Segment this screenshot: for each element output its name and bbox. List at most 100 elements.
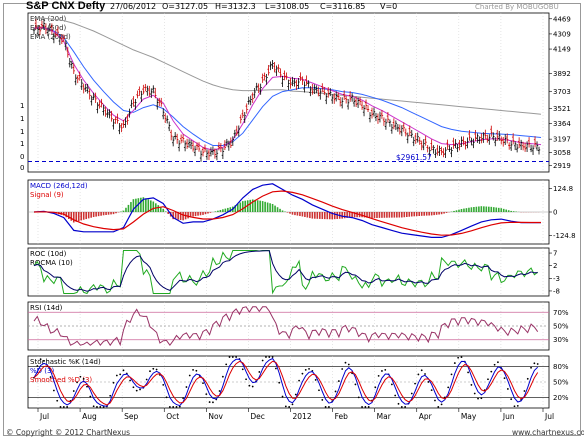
stoch-k-dot [208,401,211,403]
macd-histogram-bar [174,212,177,220]
macd-histogram-bar [483,206,485,212]
stoch-k-dot [377,374,380,377]
low-readout: L=3108.05 [265,2,310,11]
price-y-tick-label: 3058 [553,149,571,157]
macd-histogram-bar [478,206,480,212]
macd-histogram-bar [383,212,386,218]
macd-histogram-bar [145,198,147,212]
macd-histogram-bar [236,203,239,212]
chart-title: S&P CNX Defty [26,0,106,12]
macd-histogram-bar [132,199,135,212]
macd-histogram-bar [391,212,393,218]
stoch-k-dot [99,406,102,408]
stoch-k-dot [235,356,238,358]
stoch-k-dot [314,379,317,381]
macd-histogram-bar [197,212,199,216]
high-readout: H=3132.3 [215,2,256,11]
macd-histogram-bar [455,210,458,212]
stoch-k-dot [397,402,400,405]
open-readout: O=3127.05 [162,2,209,11]
stoch-k-dot [162,383,165,386]
macd-histogram-bar [497,207,500,212]
stoch-k-dot [231,356,234,358]
stoch-k-dot [76,381,78,384]
macd-histogram-bar [122,210,125,212]
x-tick-label: Jul [39,412,49,421]
macd-histogram-bar [80,212,83,221]
charted-by-label: Charted By MOBUGOBU [475,3,559,11]
stoch-k-dot [510,398,513,401]
stoch-k-dot [347,363,350,366]
price-y-tick-label: 2919 [553,162,571,170]
macd-histogram-bar [239,202,242,212]
stoch-y-tick-label: 20% [553,394,569,402]
stoch-k-dot [497,361,499,364]
stoch-k-dot [304,368,307,371]
macd-histogram-bar [152,201,155,212]
macd-histogram-bar [500,208,503,212]
price-y-tick-label: 3197 [553,136,571,144]
macd-histogram-bar [316,212,319,219]
stoch-k-dot [188,374,191,377]
macd-histogram-bar [299,212,301,217]
price-y-tick-label: 4149 [553,46,571,54]
macd-histogram-bar [294,212,296,216]
macd-histogram-bar [405,212,408,217]
roc-y-tick-label: 2 [553,262,557,270]
macd-histogram-bar [194,212,197,217]
macd-histogram-bar [214,211,217,212]
stoch-k-dot [66,406,69,408]
stoch-k-dot [473,392,476,395]
stoch-k-dot [381,370,383,372]
macd-histogram-bar [249,199,252,212]
macd-histogram-bar [289,212,291,214]
stoch-k-dot [450,373,453,376]
stoch-k-dot [122,369,125,372]
stoch-k-dot [275,367,277,370]
roc-y-tick-label: -8 [553,287,560,295]
volume-readout: V=0 [380,2,398,11]
stoch-k-dot [56,399,59,402]
macd-histogram-bar [301,212,304,217]
stoch-k-dot [182,397,185,399]
macd-histogram-bar [309,212,311,219]
macd-histogram-bar [85,212,87,220]
x-tick-label: Apr [419,412,433,421]
price-legend-2: EMA (200d) [30,33,71,41]
macd-histogram-bar [90,212,92,218]
date-readout: 27/06/2012 [110,2,157,11]
rocma-line [33,250,538,292]
stoch-k-dot [526,377,529,380]
price-left-tick-label: 1 [20,140,24,148]
website-link[interactable]: www.chartnexus.com [512,428,584,437]
x-tick-label: Dec [250,412,265,421]
stoch-k-dot [294,393,297,396]
macd-histogram-bar [473,207,475,212]
stoch-k-dot [480,397,483,400]
macd-histogram-bar [125,207,127,212]
price-y-tick-label: 3364 [553,120,571,128]
macd-histogram-bar [443,212,445,214]
stoch-k-dot [185,386,188,388]
macd-histogram-bar [403,212,406,218]
roc-legend-0: ROC (10d) [30,250,67,258]
rsi-line [33,306,539,347]
stoch-k-dot [308,367,310,370]
macd-histogram-bar [150,200,152,212]
stoch-k-dot [248,384,251,387]
macd-histogram-bar [408,212,411,217]
stoch-k-dot [437,406,440,408]
macd-histogram-bar [393,212,396,218]
macd-histogram-bar [319,212,321,219]
macd-histogram-bar [420,212,423,216]
stoch-k-dot [225,363,228,366]
stoch-k-dot [516,404,519,407]
macd-histogram-bar [130,202,132,212]
macd-histogram-bar [480,206,483,212]
macd-histogram-bar [492,207,495,212]
stoch-k-dot [39,358,42,361]
macd-histogram-bar [388,212,391,218]
stoch-k-dot [89,395,92,398]
stoch-k-dot [52,389,55,392]
